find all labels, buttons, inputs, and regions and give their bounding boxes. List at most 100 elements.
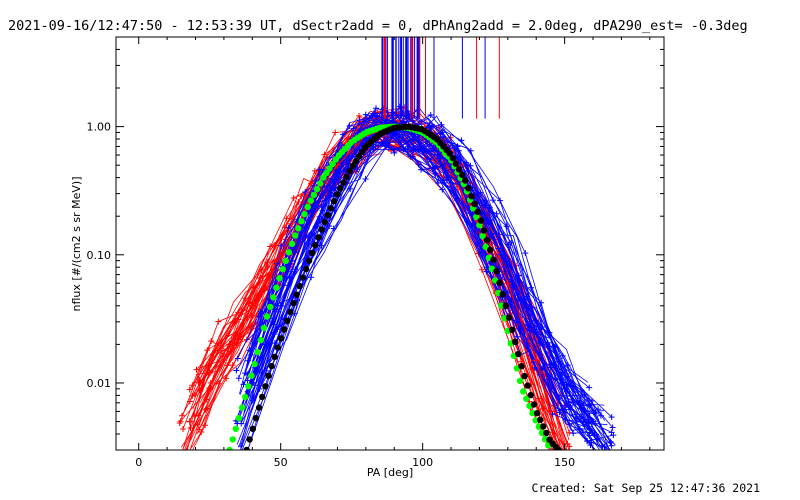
- fit-point: [271, 353, 278, 360]
- fit-point: [487, 246, 494, 254]
- data-point: [305, 232, 313, 240]
- fit-point: [355, 153, 363, 160]
- raw-data-marker: [177, 457, 183, 463]
- raw-data-marker: [178, 455, 184, 461]
- fit-point: [282, 257, 289, 264]
- fit-point: [326, 165, 333, 172]
- fit-point: [302, 265, 310, 273]
- fit-point: [468, 193, 475, 200]
- y-tick-label: 0.10: [87, 249, 112, 262]
- fit-point: [263, 313, 271, 320]
- fit-point: [273, 284, 280, 291]
- fit-point: [277, 335, 285, 342]
- fit-point: [320, 174, 327, 181]
- fit-point: [458, 171, 466, 179]
- fit-point: [305, 257, 313, 264]
- fit-point: [524, 382, 531, 389]
- raw-data-trace: [247, 107, 616, 450]
- fit-point: [330, 198, 338, 205]
- fit-point: [226, 446, 233, 450]
- fit-point: [242, 393, 249, 401]
- raw-data-marker: [595, 452, 601, 458]
- fit-point: [473, 213, 480, 220]
- fit-point: [474, 208, 481, 216]
- fit-point: [508, 326, 516, 333]
- fit-point: [288, 240, 296, 247]
- fit-point: [334, 191, 341, 198]
- fit-point: [480, 227, 488, 234]
- fit-point: [555, 446, 563, 450]
- data-point: [263, 340, 270, 348]
- plot-title: 2021-09-16/12:47:50 - 12:53:39 UT, dSect…: [8, 18, 748, 34]
- fit-point: [505, 314, 513, 321]
- series-line: [246, 125, 594, 422]
- fit-point: [243, 446, 250, 450]
- fit-point: [352, 158, 360, 165]
- fit-point: [287, 308, 294, 316]
- fit-point: [449, 154, 456, 162]
- fit-point: [290, 300, 297, 307]
- fit-point: [310, 191, 318, 199]
- data-point: [186, 418, 194, 426]
- fit-point: [293, 291, 300, 298]
- raw-data-trace: [247, 120, 595, 436]
- data-point: [504, 279, 512, 287]
- fit-point: [483, 237, 491, 244]
- raw-data-marker: [184, 457, 190, 463]
- x-tick-label: 150: [554, 456, 575, 469]
- fit-point: [521, 372, 528, 380]
- fit-point: [518, 363, 525, 370]
- raw-data-trace: [237, 116, 603, 427]
- raw-data-trace: [241, 122, 590, 450]
- fit-point: [340, 179, 347, 186]
- fit-point: [249, 425, 257, 432]
- fit-point: [321, 218, 328, 226]
- fit-point: [516, 377, 524, 385]
- x-axis-label: PA [deg]: [367, 466, 413, 479]
- fit-point: [540, 423, 547, 430]
- fit-point: [327, 205, 335, 212]
- fit-point: [270, 294, 277, 301]
- raw-data-trace: [194, 141, 558, 419]
- fit-point: [499, 291, 506, 298]
- fit-point: [533, 410, 541, 417]
- data-point: [504, 263, 512, 271]
- data-point: [561, 385, 569, 393]
- created-timestamp: Created: Sat Sep 25 12:47:36 2021: [531, 481, 760, 495]
- data-point: [206, 369, 214, 377]
- data-point: [546, 407, 554, 415]
- fit-point: [359, 148, 366, 156]
- x-tick-label: 50: [274, 456, 288, 469]
- fit-point: [251, 360, 258, 368]
- fit-point: [267, 303, 274, 311]
- fit-point: [490, 256, 497, 263]
- raw-data-marker: [612, 454, 618, 460]
- fit-point: [254, 348, 261, 356]
- fit-point: [496, 279, 503, 286]
- data-point: [334, 174, 341, 182]
- fit-point: [276, 274, 283, 282]
- fit-point: [523, 395, 530, 402]
- data-point: [362, 135, 370, 143]
- data-point: [589, 418, 597, 426]
- raw-data-trace: [239, 107, 604, 450]
- fit-point: [529, 409, 536, 417]
- fit-point: [324, 211, 331, 219]
- y-tick-label: 0.01: [87, 377, 112, 390]
- series-layer: [186, 123, 597, 450]
- raw-data-trace: [256, 125, 602, 416]
- raw-data-trace: [247, 124, 612, 447]
- fit-point: [502, 302, 509, 310]
- fit-point: [292, 232, 299, 239]
- fit-point: [246, 436, 253, 443]
- raw-data-trace: [246, 125, 595, 450]
- fit-point: [259, 393, 266, 401]
- fit-point: [543, 429, 550, 437]
- fit-point: [462, 177, 469, 184]
- fit-point: [493, 268, 500, 275]
- fit-point: [245, 383, 252, 390]
- data-point: [532, 328, 540, 336]
- fit-point: [512, 338, 519, 346]
- fit-point: [343, 173, 350, 181]
